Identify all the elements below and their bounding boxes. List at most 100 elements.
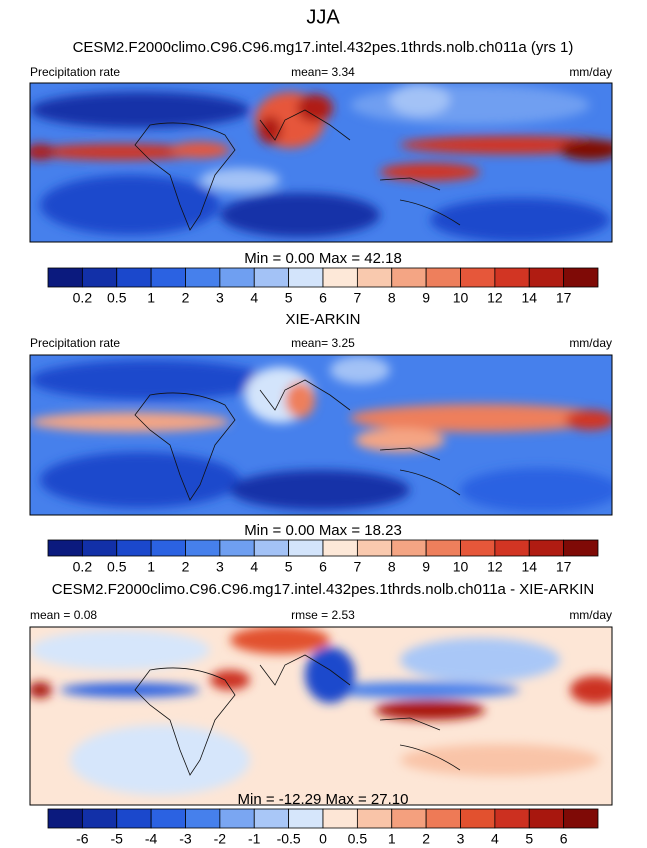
colorbar-box bbox=[356, 539, 393, 557]
colorbar-label: 1 bbox=[147, 290, 155, 306]
colorbar-label: 7 bbox=[353, 290, 361, 306]
map-field bbox=[30, 83, 612, 242]
colorbar-box bbox=[185, 808, 221, 829]
colorbar-label: 6 bbox=[319, 290, 327, 306]
colorbar-box bbox=[288, 267, 324, 288]
colorbar-box bbox=[150, 267, 186, 288]
colorbar-label: 5 bbox=[285, 290, 293, 306]
colorbar-box bbox=[494, 267, 530, 288]
colorbar-label: -4 bbox=[145, 831, 158, 847]
panel-title: CESM2.F2000climo.C96.C96.mg17.intel.432p… bbox=[73, 39, 574, 56]
colorbar-box bbox=[322, 539, 358, 557]
colorbar-label: 10 bbox=[453, 290, 469, 306]
colorbar-label: 4 bbox=[250, 290, 258, 306]
colorbar-box bbox=[81, 539, 118, 557]
stats: Min = 0.00 Max = 18.23 bbox=[244, 522, 402, 539]
right-label: mm/day bbox=[569, 608, 612, 622]
colorbar-label: 0.2 bbox=[73, 559, 93, 575]
colorbar-label: 14 bbox=[521, 559, 537, 575]
colorbar-label: 7 bbox=[353, 559, 361, 575]
colorbar-box bbox=[185, 267, 221, 288]
colorbar-label: -2 bbox=[214, 831, 227, 847]
colorbar-box bbox=[81, 267, 118, 288]
colorbar-label: 3 bbox=[457, 831, 465, 847]
colorbar-label: 17 bbox=[556, 290, 572, 306]
colorbar-box bbox=[219, 539, 255, 557]
colorbar-label: -3 bbox=[179, 831, 192, 847]
colorbar-label: 0.5 bbox=[107, 559, 127, 575]
colorbar-box bbox=[253, 539, 290, 557]
colorbar-box bbox=[47, 808, 83, 829]
left-label: Precipitation rate bbox=[30, 336, 120, 350]
colorbar-label: 5 bbox=[525, 831, 533, 847]
left-label: Precipitation rate bbox=[30, 65, 120, 79]
colorbar-label: 5 bbox=[285, 559, 293, 575]
colorbar-label: 2 bbox=[182, 559, 190, 575]
colorbar-label: 9 bbox=[422, 559, 430, 575]
figure-title: JJA bbox=[306, 6, 340, 28]
colorbar-label: 10 bbox=[453, 559, 469, 575]
colorbar-box bbox=[563, 808, 599, 829]
right-label: mm/day bbox=[569, 336, 612, 350]
map-frame bbox=[29, 626, 613, 806]
colorbar-box bbox=[425, 539, 461, 557]
colorbar-box bbox=[116, 808, 152, 829]
colorbar-box bbox=[219, 267, 255, 288]
colorbar-box bbox=[528, 808, 565, 829]
colorbar-label: 3 bbox=[216, 559, 224, 575]
right-label: mm/day bbox=[569, 65, 612, 79]
colorbar-box bbox=[322, 267, 358, 288]
stats: Min = 0.00 Max = 42.18 bbox=[244, 250, 402, 267]
map-field bbox=[30, 627, 612, 805]
panel-title: XIE-ARKIN bbox=[285, 311, 360, 328]
colorbar-label: 12 bbox=[487, 559, 503, 575]
colorbar-box bbox=[425, 267, 461, 288]
colorbar-box bbox=[150, 539, 186, 557]
colorbar-label: 1 bbox=[388, 831, 396, 847]
colorbar-box bbox=[460, 539, 496, 557]
colorbar-label: 6 bbox=[560, 831, 568, 847]
colorbar-box bbox=[116, 267, 152, 288]
center-label: mean= 3.34 bbox=[291, 65, 355, 79]
colorbar-label: 9 bbox=[422, 290, 430, 306]
left-label: mean = 0.08 bbox=[30, 608, 97, 622]
panel-title: CESM2.F2000climo.C96.C96.mg17.intel.432p… bbox=[52, 581, 595, 598]
map-field bbox=[30, 355, 612, 515]
colorbar-box bbox=[47, 267, 83, 288]
colorbar-label: 12 bbox=[487, 290, 503, 306]
colorbar-box bbox=[528, 539, 565, 557]
colorbar-label: 0.2 bbox=[73, 290, 93, 306]
colorbar-box bbox=[185, 539, 221, 557]
colorbar-box bbox=[528, 267, 565, 288]
colorbar-label: 2 bbox=[182, 290, 190, 306]
colorbar-label: 1 bbox=[147, 559, 155, 575]
colorbar-label: 0 bbox=[319, 831, 327, 847]
colorbar-box bbox=[460, 267, 496, 288]
colorbar-box bbox=[494, 808, 530, 829]
colorbar-label: -5 bbox=[111, 831, 124, 847]
colorbar-label: 4 bbox=[250, 559, 258, 575]
colorbar-label: -1 bbox=[248, 831, 261, 847]
colorbar-box bbox=[391, 267, 427, 288]
colorbar-box bbox=[356, 267, 393, 288]
colorbar-box bbox=[47, 539, 83, 557]
colorbar-box bbox=[425, 808, 461, 829]
colorbar-box bbox=[391, 808, 427, 829]
colorbar-label: 8 bbox=[388, 559, 396, 575]
colorbar-box bbox=[253, 267, 290, 288]
colorbar-label: 17 bbox=[556, 559, 572, 575]
map-frame bbox=[29, 82, 613, 243]
colorbar-box bbox=[150, 808, 186, 829]
colorbar-label: 3 bbox=[216, 290, 224, 306]
colorbar-box bbox=[356, 808, 393, 829]
map-frame bbox=[29, 354, 613, 516]
colorbar-box bbox=[391, 539, 427, 557]
center-label: mean= 3.25 bbox=[291, 336, 355, 350]
colorbar-box bbox=[253, 808, 290, 829]
colorbar-box bbox=[116, 539, 152, 557]
center-label: rmse = 2.53 bbox=[291, 608, 355, 622]
colorbar-box bbox=[322, 808, 358, 829]
colorbar-label: 14 bbox=[521, 290, 537, 306]
colorbar-label: 4 bbox=[491, 831, 499, 847]
